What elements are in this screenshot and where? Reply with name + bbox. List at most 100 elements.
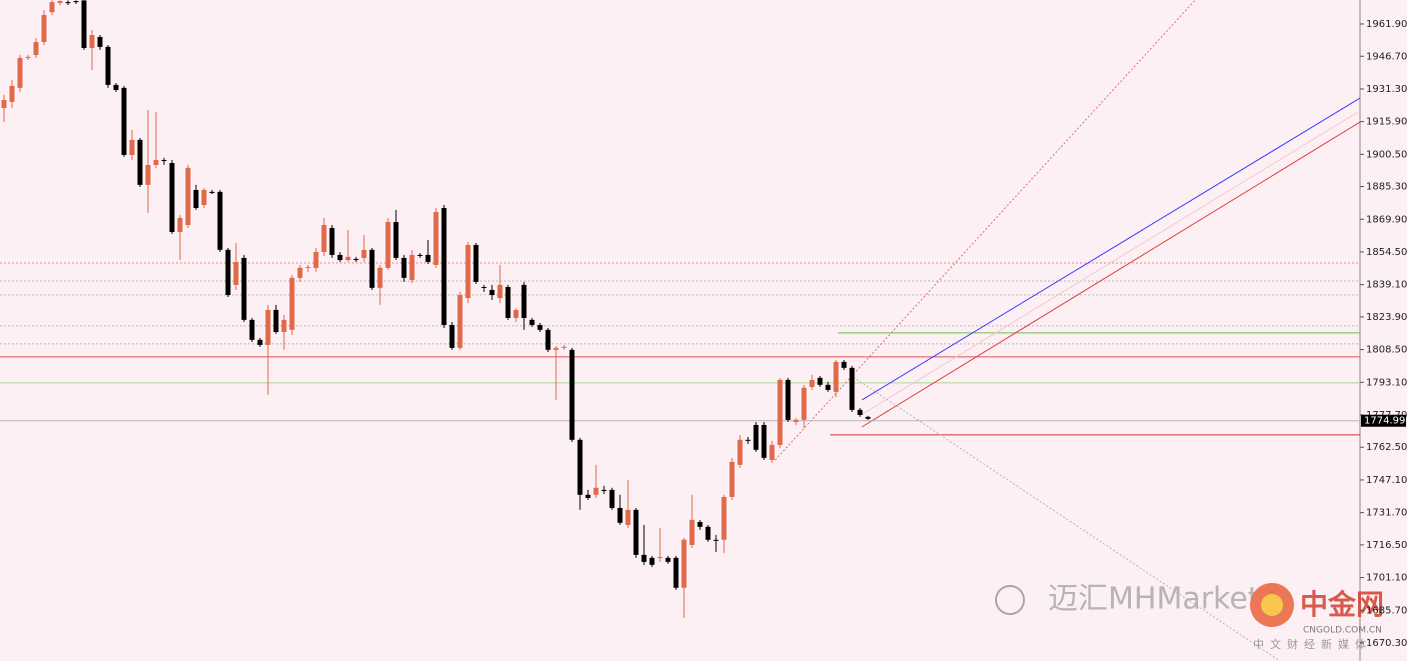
candle-body <box>241 257 247 320</box>
candle-body <box>193 189 199 209</box>
candle-body <box>729 461 735 497</box>
y-tick-label: 1747.10 <box>1366 475 1407 486</box>
candle-body <box>465 244 471 299</box>
candle-body <box>545 329 551 350</box>
candle-body <box>217 191 223 250</box>
candle-body <box>497 284 503 299</box>
candle-body <box>705 526 711 540</box>
candle-body <box>609 489 615 508</box>
candle-body <box>697 521 703 527</box>
candle-body <box>849 367 855 410</box>
candle-body <box>153 160 159 165</box>
trend-line <box>861 121 1361 428</box>
candle-body <box>409 254 415 280</box>
y-tick-label: 1670.30 <box>1366 638 1407 649</box>
candle-body <box>641 554 647 562</box>
candle-body <box>185 167 191 226</box>
candle-body <box>129 139 135 155</box>
candle-body <box>585 494 591 498</box>
candle-body <box>505 286 511 318</box>
candle-body <box>369 249 375 288</box>
candle-body <box>321 225 327 252</box>
candle-body <box>521 284 527 318</box>
candle-body <box>793 419 799 422</box>
y-tick-label: 1961.90 <box>1366 19 1407 30</box>
candle-body <box>377 267 383 288</box>
candle-body <box>49 2 55 13</box>
y-tick-label: 1946.70 <box>1366 51 1407 62</box>
candle-body <box>489 289 495 296</box>
candle-body <box>225 249 231 296</box>
candle-body <box>161 160 167 162</box>
candle-body <box>289 277 295 330</box>
candle-body <box>689 519 695 545</box>
candle-body <box>201 189 207 206</box>
candle-body <box>801 387 807 420</box>
candle-body <box>777 379 783 445</box>
watermark-site: CNGOLD.COM.CN <box>1303 626 1382 636</box>
candle-body <box>257 339 263 345</box>
candle-body <box>809 379 815 387</box>
candle-body <box>769 444 775 460</box>
candle-body <box>761 424 767 458</box>
candle-body <box>25 56 31 58</box>
candle-body <box>313 251 319 268</box>
candle-body <box>473 244 479 282</box>
candle-body <box>137 139 143 185</box>
candle-body <box>169 163 175 233</box>
candle-body <box>9 85 15 102</box>
candle-body <box>721 496 727 540</box>
candle-body <box>105 46 111 85</box>
y-tick-label: 1731.70 <box>1366 508 1407 519</box>
y-tick-label: 1854.50 <box>1366 247 1407 258</box>
candle-body <box>297 267 303 278</box>
candle-body <box>737 439 743 465</box>
candle-body <box>57 1 63 3</box>
y-tick-label: 1762.50 <box>1366 442 1407 453</box>
y-tick-label: 1885.30 <box>1366 182 1407 193</box>
candle-body <box>425 254 431 262</box>
candle-body <box>65 2 71 4</box>
candle-body <box>569 349 575 440</box>
wechat-icon <box>995 585 1025 615</box>
y-tick-label: 1701.10 <box>1366 573 1407 584</box>
candle-body <box>97 36 103 47</box>
candle-body <box>17 57 23 88</box>
candle-body <box>113 84 119 91</box>
candle-body <box>281 319 287 332</box>
candle-body <box>433 212 439 265</box>
candle-body <box>121 87 127 155</box>
candle-body <box>481 286 487 288</box>
candle-body <box>657 556 663 558</box>
candle-body <box>649 557 655 565</box>
candle-body <box>713 539 719 541</box>
candle-body <box>745 439 751 441</box>
trend-line <box>861 110 1361 415</box>
candle-body <box>753 424 759 450</box>
candle-body <box>417 254 423 256</box>
y-tick-label: 1808.50 <box>1366 345 1407 356</box>
candle-body <box>337 254 343 261</box>
candle-body <box>593 487 599 495</box>
candle-body <box>361 249 367 258</box>
candle-body <box>529 319 535 325</box>
candle-body <box>457 295 463 348</box>
candle-body <box>865 416 871 419</box>
brand-logo-inner <box>1261 594 1283 616</box>
candle-body <box>249 319 255 340</box>
candle-body <box>401 257 407 278</box>
candle-body <box>665 557 671 562</box>
y-tick-label: 1716.50 <box>1366 540 1407 551</box>
y-tick-label: 1839.10 <box>1366 280 1407 291</box>
candle-body <box>625 509 631 525</box>
candle-body <box>537 324 543 330</box>
watermark-account: 迈汇MHMarkets <box>1048 582 1275 617</box>
candle-body <box>265 309 271 345</box>
y-tick-label: 1931.30 <box>1366 84 1407 95</box>
trend-line <box>861 97 1361 401</box>
candle-body <box>305 267 311 269</box>
candle-body <box>857 409 863 415</box>
candle-body <box>561 346 567 348</box>
